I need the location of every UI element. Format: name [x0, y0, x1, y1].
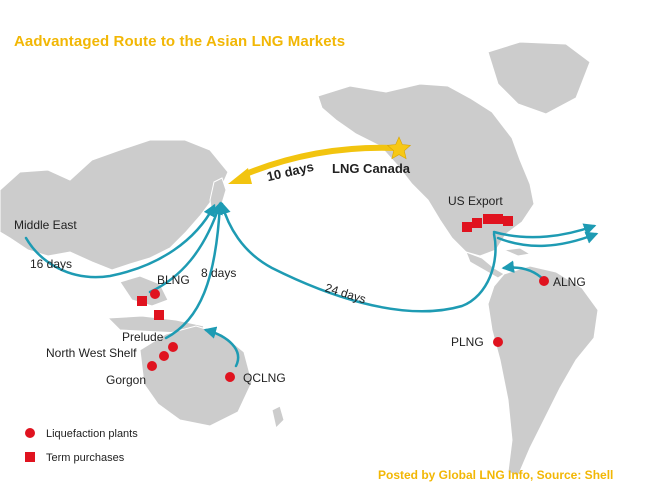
source-credit: Posted by Global LNG Info, Source: Shell: [378, 468, 614, 482]
qclng-plant-marker: [225, 372, 235, 382]
purchase-marker-us-3: [483, 214, 493, 224]
purchase-marker-us-1: [462, 222, 472, 232]
purchase-marker-borneo: [137, 296, 147, 306]
lng-canada-label: LNG Canada: [332, 161, 411, 176]
alng-label: ALNG: [553, 275, 586, 289]
liquefaction-plants: [147, 276, 549, 382]
land-masses: [0, 41, 599, 477]
legend-plants-label: Liquefaction plants: [46, 428, 138, 440]
route-blng: [148, 201, 223, 294]
route-atlantic: [218, 201, 497, 313]
lng-canada-star: [386, 136, 412, 160]
lng-canada-arrowhead: [228, 168, 252, 184]
plng-plant-marker: [493, 337, 503, 347]
middle-east-label: Middle East: [14, 218, 77, 232]
legend-purchase-symbol: [25, 452, 35, 462]
lng-canada-route: [228, 136, 412, 184]
north-west-shelf-label: North West Shelf: [46, 346, 137, 360]
south-america-landmass: [487, 265, 599, 477]
gorgon-plant-marker: [147, 361, 157, 371]
prelude-plant-marker: [168, 342, 178, 352]
route-qclng: [203, 326, 240, 368]
route-northwest-shelf: [164, 201, 226, 340]
route-middle-east: [24, 203, 216, 279]
prelude-label: Prelude: [122, 330, 164, 344]
australia-route-duration: 8 days: [201, 266, 236, 280]
middle-east-route-duration: 16 days: [30, 257, 72, 271]
alng-plant-marker: [539, 276, 549, 286]
purchase-marker-us-4: [493, 214, 503, 224]
legend-plant-symbol: [25, 428, 35, 438]
australia-landmass: [139, 325, 253, 427]
qclng-label: QCLNG: [243, 371, 286, 385]
route-us-export-east-2: [496, 231, 599, 248]
plng-label: PLNG: [451, 335, 484, 349]
new-zealand-landmass: [271, 405, 285, 429]
asia-landmass: [0, 139, 229, 271]
legend: Liquefaction plants Term purchases: [25, 428, 138, 464]
north-west-shelf-plant-marker: [159, 351, 169, 361]
place-labels: LNG Canada US Export Middle East BLNG Pr…: [14, 161, 586, 387]
greenland-landmass: [487, 41, 591, 115]
purchase-marker-us-2: [472, 218, 482, 228]
central-america-landmass: [465, 251, 505, 279]
us-export-label: US Export: [448, 194, 503, 208]
purchase-marker-indonesia: [154, 310, 164, 320]
shipping-routes: [24, 201, 599, 368]
term-purchases: [137, 214, 513, 320]
route-us-export-east-1: [492, 223, 597, 239]
map-title: Aadvantaged Route to the Asian LNG Marke…: [14, 33, 346, 50]
gorgon-label: Gorgon: [106, 373, 146, 387]
blng-label: BLNG: [157, 273, 190, 287]
legend-purchases-label: Term purchases: [46, 452, 125, 464]
atlantic-route-duration: 24 days: [323, 281, 367, 307]
purchase-marker-us-5: [503, 216, 513, 226]
route-lng-canada: [243, 144, 399, 177]
caribbean-landmass: [502, 247, 532, 257]
blng-plant-marker: [150, 289, 160, 299]
